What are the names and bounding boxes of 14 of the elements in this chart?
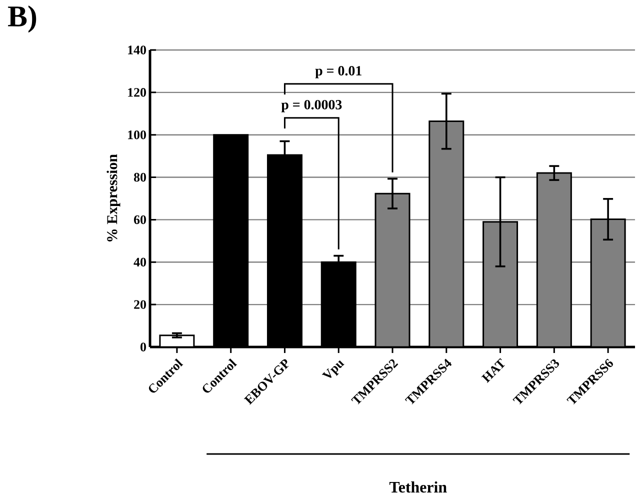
y-tick-label: 80 <box>134 172 146 182</box>
text: Tetherin <box>389 481 447 493</box>
y-tick-label: 20 <box>134 300 146 309</box>
y-tick-label: 140 <box>128 46 146 54</box>
y-tick-label: 120 <box>128 88 146 97</box>
y-tick-label: 60 <box>134 215 146 224</box>
y-tick-label: 40 <box>134 258 146 266</box>
y-axis-title: % Expression <box>106 154 120 242</box>
annotation: p = 0.01 <box>315 66 362 78</box>
y-tick-label: 0 <box>140 342 146 352</box>
text: B) <box>8 6 36 33</box>
annotation: p = 0.0003 <box>281 100 342 112</box>
x-tick-label: Vpu <box>322 360 344 378</box>
y-tick-label: 100 <box>128 130 146 140</box>
